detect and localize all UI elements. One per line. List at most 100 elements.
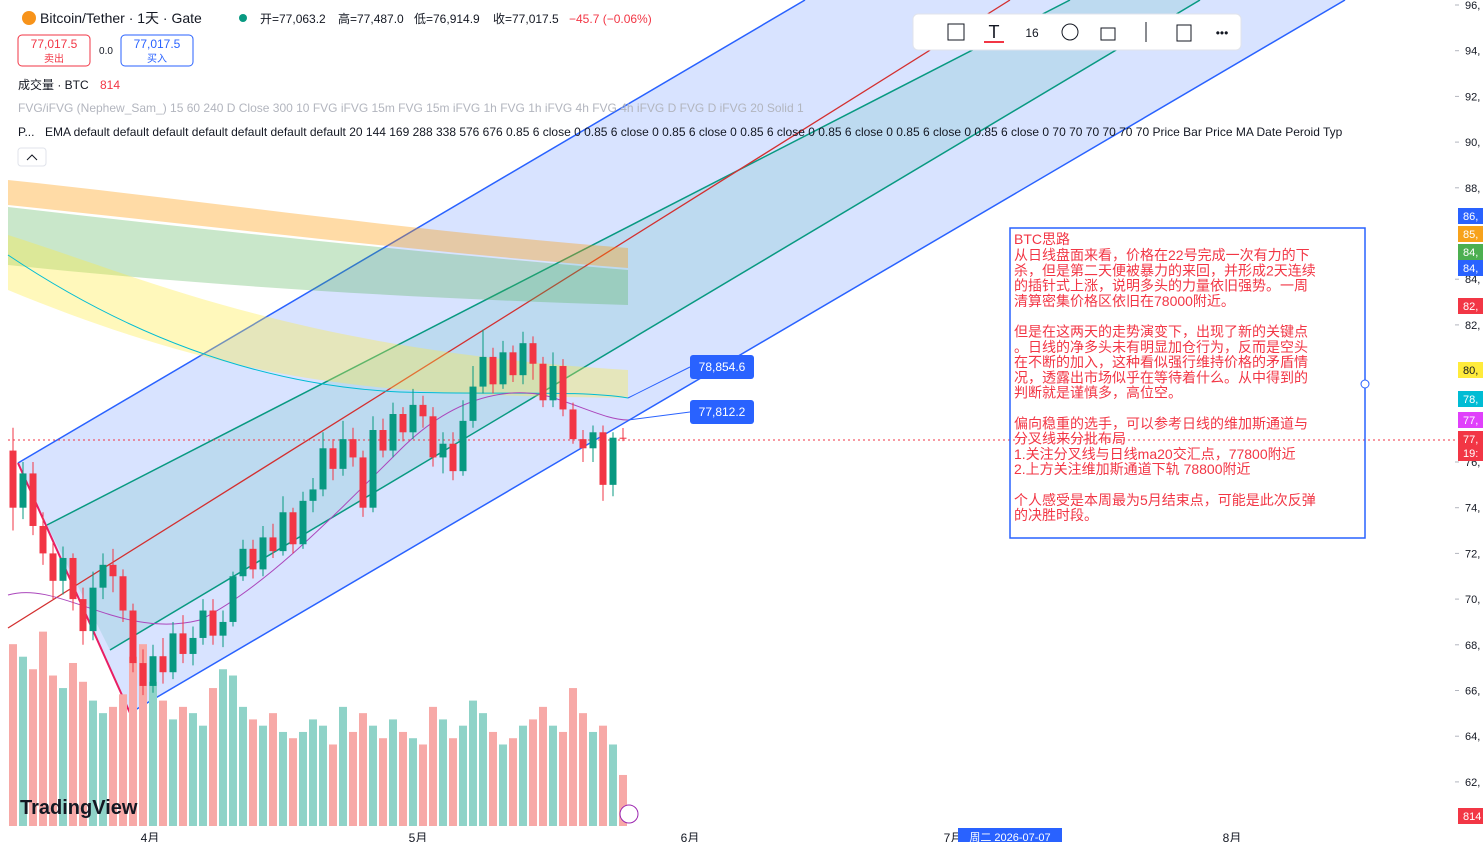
volume-bar <box>329 744 337 826</box>
note-line: 的决胜时段。 <box>1014 507 1098 523</box>
candle-body <box>109 564 117 577</box>
candle-body <box>199 610 207 638</box>
note-line: 个人感受是本周最为5月结束点，可能是此次反弹 <box>1014 492 1316 508</box>
delete-button[interactable] <box>1176 24 1192 42</box>
volume-bar <box>359 713 367 826</box>
lock-button[interactable] <box>1100 27 1116 41</box>
price-badge <box>1458 208 1483 224</box>
volume-bar <box>549 725 557 826</box>
candle-body <box>449 443 457 472</box>
candle-body <box>349 439 357 458</box>
candle-body <box>19 473 27 508</box>
volume-bar <box>489 731 497 826</box>
volume-bar <box>379 738 387 826</box>
price-badge-label: 77, <box>1463 415 1478 427</box>
candle-body <box>219 621 227 636</box>
date-label: 周二 2026-07-07 <box>969 831 1050 842</box>
note-line: 杀，但是第二天便被暴力的来回，并形成2天连续 <box>1014 262 1316 278</box>
note-line: 1.关注分叉线与日线ma20交汇点，77800附近 <box>1014 446 1296 462</box>
volume-bar <box>519 725 527 826</box>
candle-body <box>519 343 527 376</box>
replay-icon[interactable] <box>619 804 639 824</box>
volume-bar <box>29 669 37 826</box>
price-badge <box>1458 260 1483 276</box>
candle-body <box>119 576 127 611</box>
price-badge <box>1458 226 1483 242</box>
candle-body <box>69 557 77 600</box>
candle-body <box>339 439 347 469</box>
price-badge-label: 84, <box>1463 247 1478 259</box>
volume-bar <box>189 713 197 826</box>
volume-bar <box>89 700 97 826</box>
note-line: 况，透露出市场似乎在等待着什么。从中得到的 <box>1014 369 1308 385</box>
y-tick-label: 90, <box>1465 137 1480 149</box>
volume-bar <box>369 725 377 826</box>
volume-bar <box>19 656 27 826</box>
volume-bar <box>119 694 127 826</box>
y-tick-label: 68, <box>1465 640 1480 652</box>
volume-bar <box>279 731 287 826</box>
channel-line <box>17 0 806 464</box>
logo[interactable]: TradingView <box>20 797 138 819</box>
candle-body <box>529 343 537 364</box>
candle-body <box>459 420 467 472</box>
y-tick-label: 74, <box>1465 503 1480 515</box>
price-badge-label: 80, <box>1463 365 1478 377</box>
volume-bar <box>439 719 447 826</box>
y-tick-label: 82, <box>1465 320 1480 332</box>
volume-bar <box>79 681 87 826</box>
candle-body <box>469 386 477 421</box>
candle-body <box>49 553 57 581</box>
sell-button[interactable] <box>17 34 91 67</box>
collapse-button[interactable] <box>17 147 47 167</box>
candle-body <box>39 525 47 554</box>
price-badge-label: 78, <box>1463 394 1478 406</box>
candle-body <box>209 610 217 636</box>
x-label: 5月 <box>409 831 428 842</box>
note-line: 在不断的加入，这种看似强行维持价格的矛盾情 <box>1014 354 1308 370</box>
more-button[interactable]: ••• <box>1216 26 1229 40</box>
text-color-button[interactable]: T <box>989 22 1000 42</box>
candle-body <box>129 610 137 664</box>
price-badge <box>1458 391 1483 407</box>
note-line: 2.上方关注维加斯通道下轨 78800附近 <box>1014 461 1251 477</box>
volume-bar <box>129 656 137 826</box>
volume-bar <box>589 731 597 826</box>
buy-button[interactable] <box>120 34 194 67</box>
candle-body <box>59 557 67 581</box>
candle-body <box>549 366 557 401</box>
volume-bar <box>139 644 147 826</box>
volume-bar <box>319 725 327 826</box>
indicator-legend[interactable]: FVG/iFVG (Nephew_Sam_) 15 60 240 D Close… <box>18 101 804 115</box>
indicator-legend[interactable]: EMA default default default default defa… <box>45 125 1343 139</box>
candle-body <box>539 363 547 401</box>
price-label-box <box>690 400 754 424</box>
settings-button[interactable] <box>1061 23 1079 41</box>
resize-handle[interactable] <box>1360 379 1370 389</box>
buy-price: 77,017.5 <box>134 37 181 51</box>
x-label: 4月 <box>141 831 160 842</box>
buy-label: 买入 <box>147 53 167 65</box>
indicator-prefix[interactable]: P... <box>18 125 34 139</box>
price-badge <box>1458 244 1483 260</box>
volume-bar <box>99 713 107 826</box>
candle-body <box>289 512 297 545</box>
note-line: 偏向稳重的选手，可以参考日线的维加斯通道与 <box>1014 415 1308 431</box>
candle-body <box>239 548 247 577</box>
symbol[interactable]: Bitcoin/Tether · 1天 · Gate <box>40 10 202 26</box>
candle-body <box>379 430 387 451</box>
candle-body <box>619 437 627 439</box>
candle-body <box>89 587 97 632</box>
candle-body <box>389 414 397 451</box>
note-line: 分叉线来分批布局 <box>1014 431 1126 447</box>
font-size[interactable]: 16 <box>1025 26 1039 40</box>
candle-body <box>329 448 337 469</box>
sell-price: 77,017.5 <box>31 37 78 51</box>
volume-bar <box>149 681 157 826</box>
price-badge <box>1458 362 1483 378</box>
y-tick-label: 62, <box>1465 777 1480 789</box>
volume-bar <box>429 706 437 826</box>
time-axis <box>0 828 1455 842</box>
template-button[interactable] <box>947 23 965 41</box>
